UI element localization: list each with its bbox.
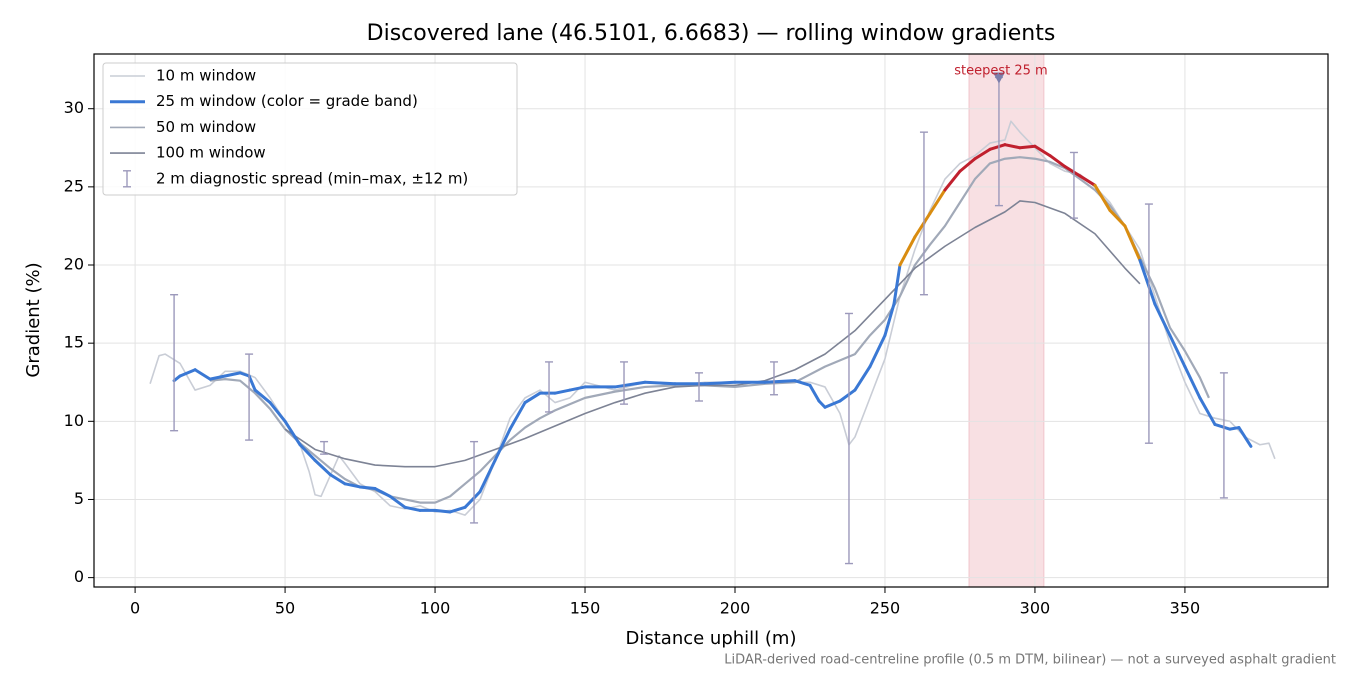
x-tick-label: 300 (1020, 599, 1051, 618)
y-tick-label: 10 (64, 411, 84, 430)
line-segment (1093, 183, 1112, 212)
line-segment (403, 505, 422, 512)
line-segment (1078, 174, 1097, 187)
line-segment (358, 485, 377, 491)
x-axis-label: Distance uphill (m) (626, 628, 797, 649)
legend-box (102, 62, 518, 196)
line-segment (1168, 333, 1187, 369)
line-segment (943, 169, 962, 192)
line-segment (433, 508, 452, 514)
x-tick-label: 350 (1170, 599, 1201, 618)
line-segment (928, 188, 947, 215)
line-segment (1048, 154, 1067, 169)
line-segment (283, 419, 302, 447)
line-segment (883, 302, 896, 337)
y-tick-label: 25 (64, 176, 84, 195)
x-tick-label: 50 (275, 599, 295, 618)
line-segment (1213, 422, 1232, 431)
line-segment (823, 399, 842, 409)
line-segment (448, 505, 467, 514)
x-tick-label: 200 (720, 599, 751, 618)
line-segment (898, 235, 917, 267)
line-segment (988, 143, 1007, 151)
legend-label: 100 m window (156, 144, 266, 162)
line-segment (553, 388, 572, 395)
line-segment (568, 385, 587, 392)
line-segment (868, 333, 887, 369)
line-segment (853, 365, 872, 392)
line-segment (388, 494, 407, 509)
line-segment (313, 458, 332, 476)
line-segment (343, 482, 362, 489)
line-segment (253, 388, 272, 405)
line-segment (1123, 224, 1142, 262)
y-tick-label: 0 (74, 567, 84, 586)
line-segment (1198, 396, 1217, 426)
line-segment (838, 388, 857, 403)
highlight-label: steepest 25 m (954, 64, 1047, 79)
highlight-band (968, 53, 1045, 588)
x-tick-label: 250 (870, 599, 901, 618)
line-segment (298, 443, 317, 462)
legend-label: 25 m window (color = grade band) (156, 92, 418, 110)
line-segment (1033, 144, 1052, 158)
legend-label: 10 m window (156, 67, 256, 85)
line-segment (613, 380, 647, 389)
line-segment (913, 211, 932, 239)
line-segment (793, 379, 812, 387)
series-line (209, 156, 1210, 504)
line-segment (373, 487, 392, 498)
series-line (284, 200, 1141, 468)
x-tick-label: 100 (420, 599, 451, 618)
y-tick-label: 30 (64, 98, 84, 117)
line-segment (1183, 365, 1202, 400)
line-segment (703, 380, 737, 386)
line-segment (193, 368, 212, 381)
line-segment (268, 401, 287, 423)
line-segment (523, 391, 542, 405)
line-segment (208, 374, 227, 381)
line-segment (808, 383, 821, 403)
line-segment (328, 472, 347, 486)
y-tick-label: 5 (74, 489, 84, 508)
line-segment (892, 263, 902, 306)
line-segment (1138, 258, 1157, 306)
legend-label: 2 m diagnostic spread (min–max, ±12 m) (156, 169, 468, 187)
y-tick-label: 20 (64, 255, 84, 274)
line-segment (178, 368, 197, 378)
line-segment (1018, 144, 1037, 150)
footnote: LiDAR-derived road-centreline profile (0… (724, 653, 1336, 668)
line-segment (1153, 302, 1172, 337)
line-segment (463, 490, 482, 509)
line-segment (1237, 426, 1253, 448)
line-segment (1063, 165, 1082, 178)
plot-frame (93, 53, 1329, 588)
peak-marker (992, 72, 1005, 84)
line-segment (247, 374, 257, 392)
chart-title: Discovered lane (46.5101, 6.6683) — roll… (367, 21, 1056, 46)
x-tick-label: 150 (570, 599, 601, 618)
line-segment (508, 401, 527, 431)
line-segment (763, 379, 797, 384)
line-segment (478, 458, 497, 494)
line-segment (1228, 426, 1241, 431)
line-segment (1003, 143, 1022, 150)
y-tick-label: 15 (64, 333, 84, 352)
line-segment (958, 157, 977, 173)
line-segment (493, 427, 512, 462)
line-segment (223, 371, 242, 378)
y-axis-label: Gradient (%) (23, 262, 44, 377)
legend-label: 50 m window (156, 118, 256, 136)
legend: 10 m window 25 m window (color = grade ba… (102, 62, 518, 196)
line-segment (238, 371, 251, 378)
line-segment (1108, 208, 1127, 228)
line-segment (973, 147, 992, 161)
x-tick-label: 0 (130, 599, 140, 618)
line-segment (643, 380, 677, 386)
